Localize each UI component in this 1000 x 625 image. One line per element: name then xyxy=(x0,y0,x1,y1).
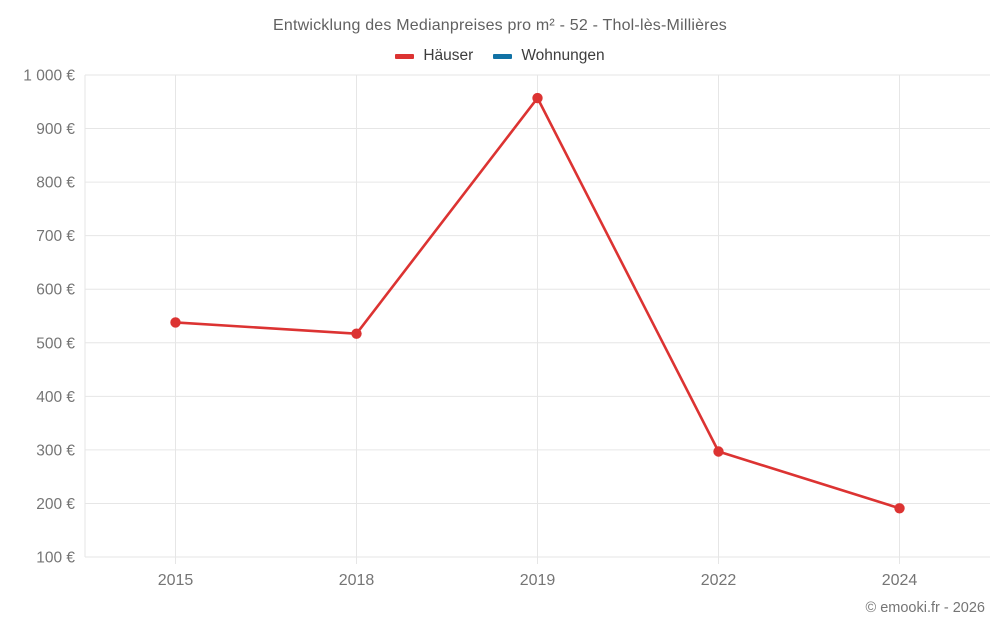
legend-label-haeuser: Häuser xyxy=(423,47,474,64)
svg-text:2019: 2019 xyxy=(520,572,556,589)
svg-text:200 €: 200 € xyxy=(36,496,75,513)
legend-item-wohnungen[interactable]: Wohnungen xyxy=(493,47,605,65)
legend-label-wohnungen: Wohnungen xyxy=(521,47,605,64)
svg-text:1 000 €: 1 000 € xyxy=(23,68,75,85)
svg-text:600 €: 600 € xyxy=(36,282,75,299)
haeuser-series-swatch-icon xyxy=(395,53,415,59)
svg-text:2022: 2022 xyxy=(701,572,737,589)
svg-text:2015: 2015 xyxy=(158,572,194,589)
chart-title: Entwicklung des Medianpreises pro m² - 5… xyxy=(272,17,728,34)
legend: Häuser Wohnungen xyxy=(0,45,1000,67)
svg-text:900 €: 900 € xyxy=(36,121,75,138)
svg-text:800 €: 800 € xyxy=(36,175,75,192)
svg-text:2018: 2018 xyxy=(339,572,375,589)
svg-text:500 €: 500 € xyxy=(36,335,75,352)
svg-text:300 €: 300 € xyxy=(36,442,75,459)
svg-text:400 €: 400 € xyxy=(36,389,75,406)
svg-text:700 €: 700 € xyxy=(36,228,75,245)
legend-item-haeuser[interactable]: Häuser xyxy=(395,47,473,65)
svg-text:2024: 2024 xyxy=(882,572,918,589)
wohnungen-series-swatch-icon xyxy=(493,53,513,59)
copyright-watermark: © emooki.fr - 2026 xyxy=(865,600,985,616)
svg-text:100 €: 100 € xyxy=(36,550,75,567)
